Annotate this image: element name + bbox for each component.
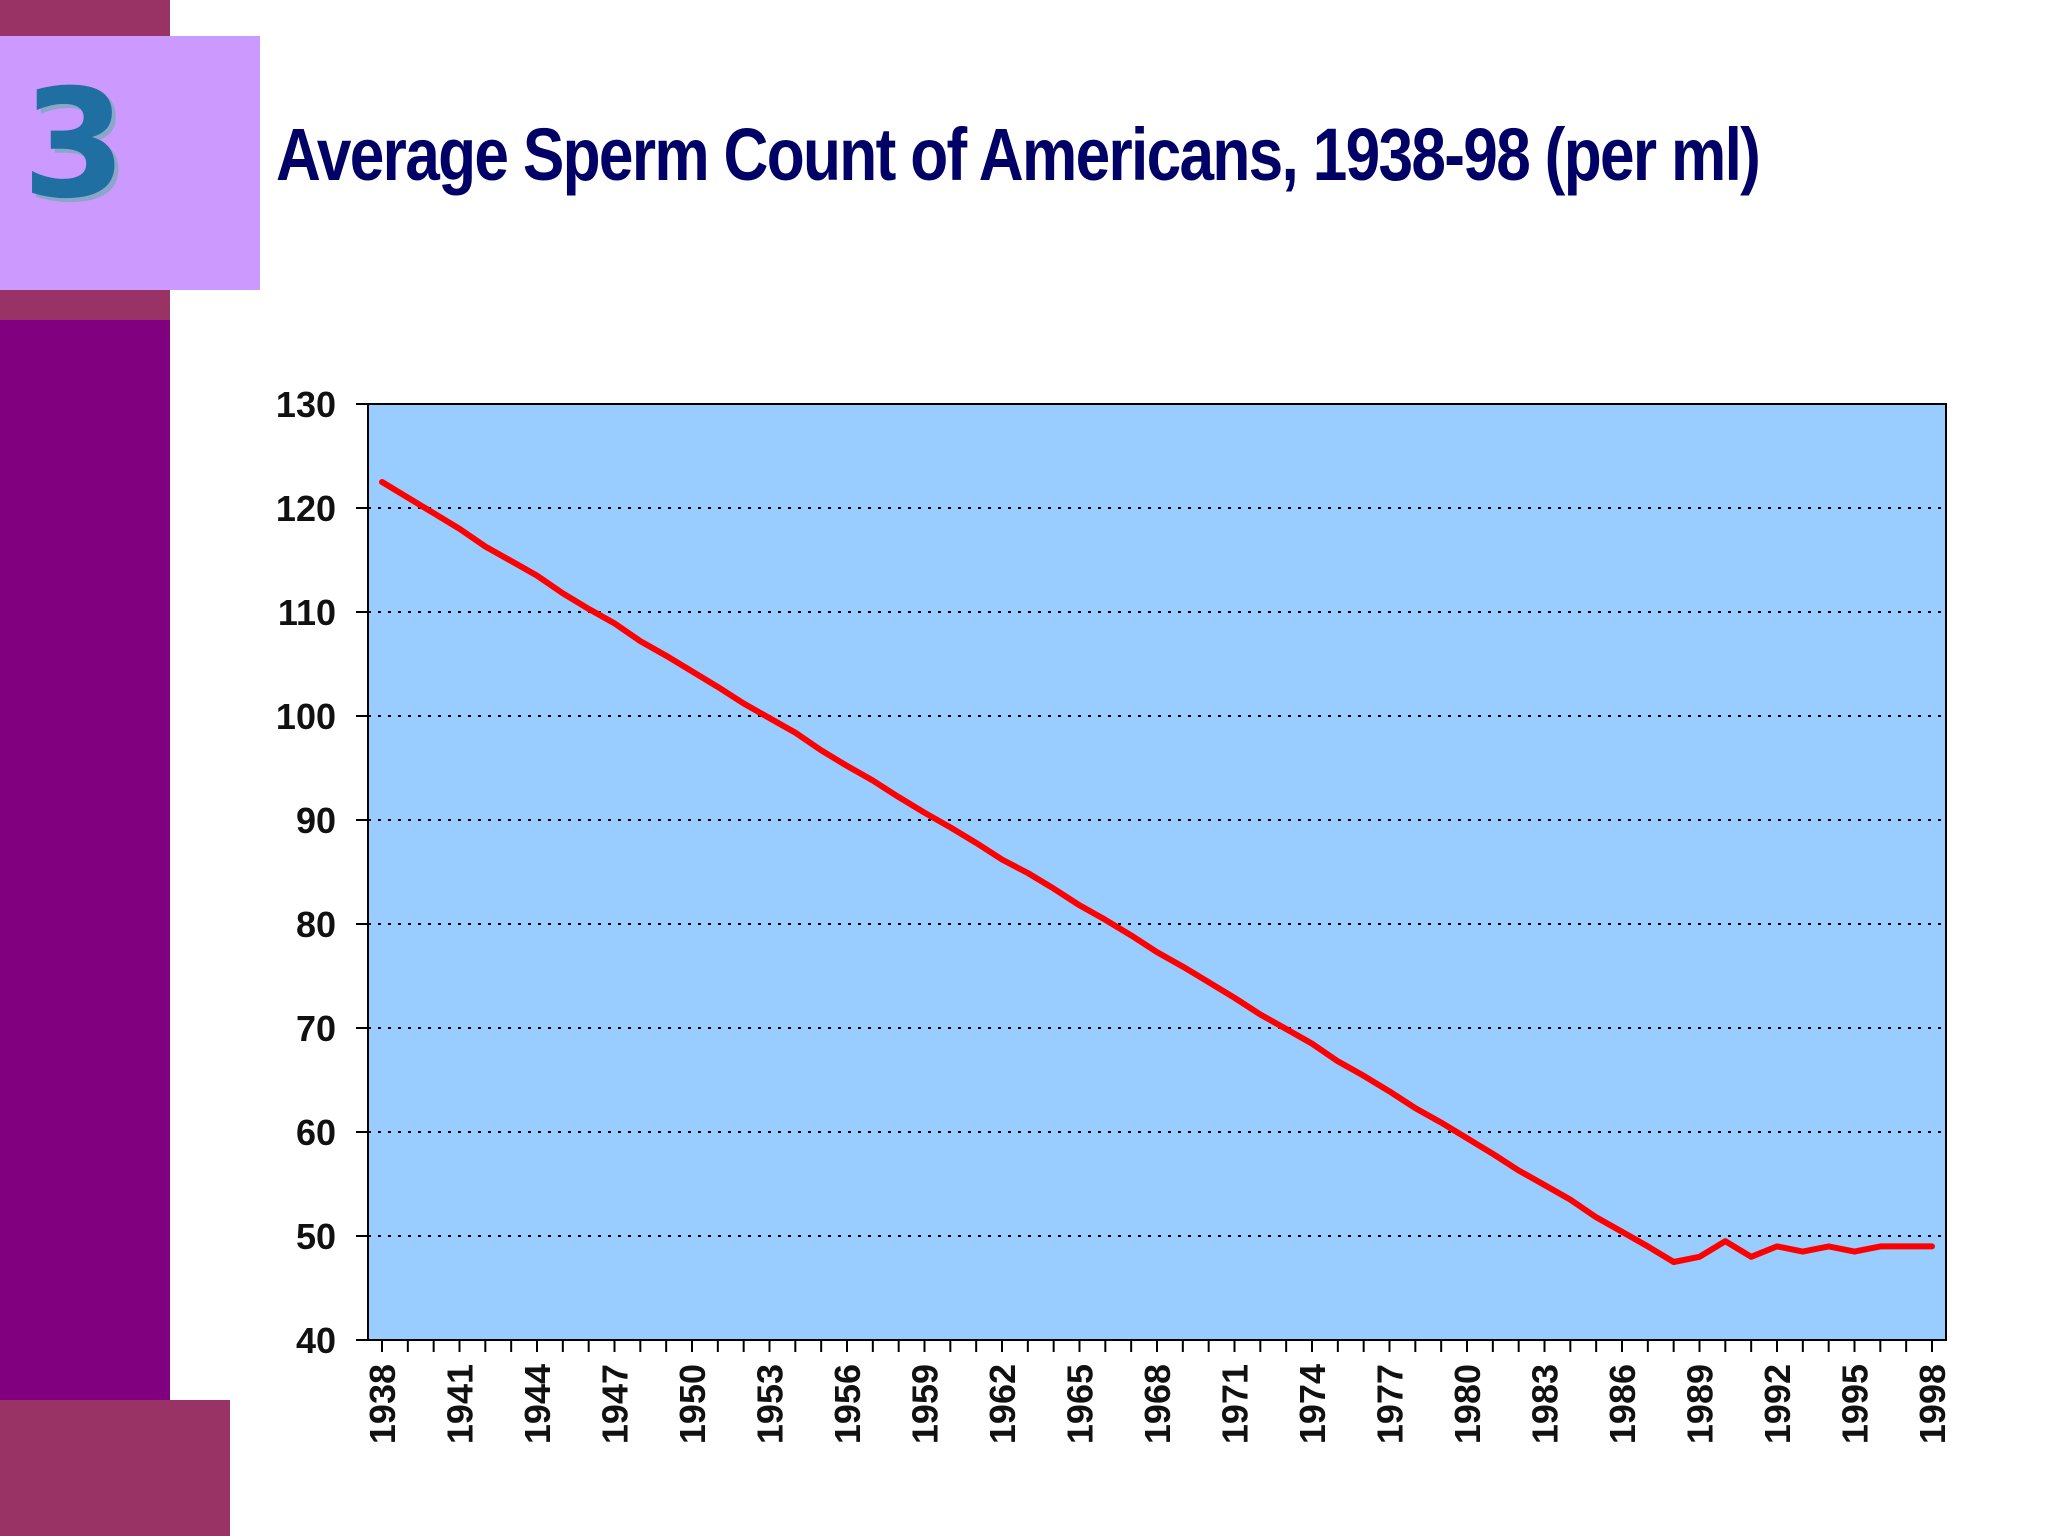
x-tick-label: 1968 xyxy=(1137,1364,1178,1444)
y-tick-label: 60 xyxy=(296,1112,336,1153)
x-tick-label: 1980 xyxy=(1447,1364,1488,1444)
x-tick-label: 1959 xyxy=(905,1364,946,1444)
x-tick-label: 1953 xyxy=(750,1364,791,1444)
x-tick-label: 1965 xyxy=(1060,1364,1101,1444)
y-axis: 40 50 60 70 80 90 100 110 120 130 xyxy=(276,384,368,1361)
x-tick-label: 1983 xyxy=(1525,1364,1566,1444)
y-tick-label: 100 xyxy=(276,696,336,737)
x-tick-label: 1941 xyxy=(440,1364,481,1444)
y-tick-label: 120 xyxy=(276,488,336,529)
y-tick-label: 40 xyxy=(296,1320,336,1361)
y-tick-label: 130 xyxy=(276,384,336,425)
decor-band-bottom xyxy=(0,1400,230,1536)
x-tick-label: 1956 xyxy=(827,1364,868,1444)
y-tick-label: 70 xyxy=(296,1008,336,1049)
decor-band-top xyxy=(0,0,170,36)
x-tick-label: 1938 xyxy=(362,1364,403,1444)
x-tick-label: 1950 xyxy=(672,1364,713,1444)
y-tick-label: 50 xyxy=(296,1216,336,1257)
x-tick-label: 1998 xyxy=(1912,1364,1953,1444)
x-axis: 1938 1941 1944 1947 1950 1953 1956 1959 1962 1965… xyxy=(362,1340,1953,1444)
x-tick-label: 1986 xyxy=(1602,1364,1643,1444)
plot-area xyxy=(368,404,1946,1340)
x-tick-label: 1974 xyxy=(1292,1364,1333,1444)
y-tick-label: 110 xyxy=(278,592,336,633)
x-tick-label: 1962 xyxy=(982,1364,1023,1444)
series-line xyxy=(379,479,1935,1265)
x-tick-label: 1944 xyxy=(517,1364,558,1444)
x-tick-label: 1971 xyxy=(1215,1364,1256,1444)
slide-number: 3 xyxy=(22,58,127,232)
slide-title: Average Sperm Count of Americans, 1938-9… xyxy=(276,113,1761,196)
plot-border xyxy=(367,403,1947,1341)
x-tick-label: 1977 xyxy=(1370,1364,1411,1444)
decor-band-side xyxy=(0,320,170,1536)
x-tick-label: 1989 xyxy=(1680,1364,1721,1444)
x-tick-label: 1992 xyxy=(1757,1364,1798,1444)
y-tick-label: 90 xyxy=(296,800,336,841)
y-tick-label: 80 xyxy=(296,904,336,945)
x-tick-label: 1995 xyxy=(1835,1364,1876,1444)
slide-number-box xyxy=(0,36,260,290)
x-tick-label: 1947 xyxy=(595,1364,636,1444)
decor-band-mid xyxy=(0,288,170,320)
